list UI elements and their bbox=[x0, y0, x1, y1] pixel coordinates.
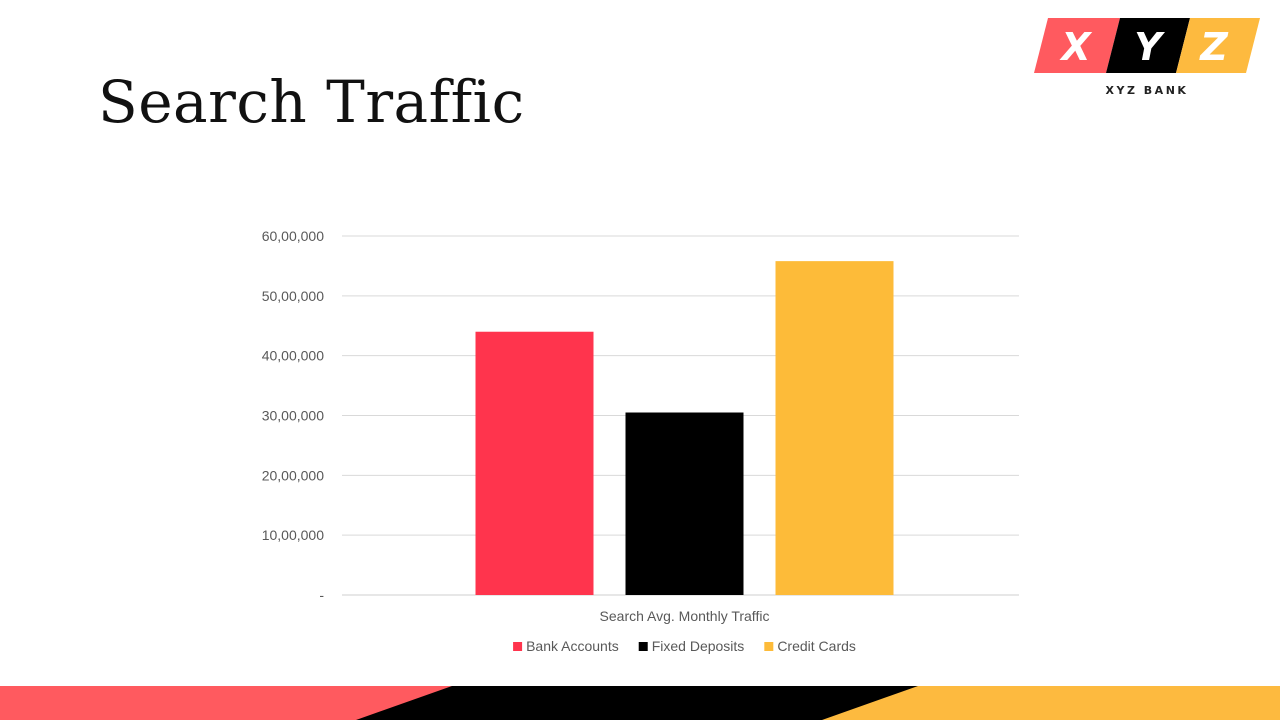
slide-title: Search Traffic bbox=[98, 68, 525, 136]
bar-credit-cards bbox=[775, 261, 894, 595]
footer-stripe-graphic bbox=[0, 686, 1280, 720]
legend-swatch bbox=[513, 642, 523, 651]
logo-panel bbox=[1106, 18, 1190, 73]
bar-bank-accounts bbox=[475, 331, 594, 595]
y-tick-label: - bbox=[319, 587, 324, 603]
logo-panel bbox=[1034, 18, 1120, 73]
bar-chart-svg: - 10,00,000 20,00,000 30,00,000 40,00,000 50,… bbox=[262, 228, 1019, 654]
y-tick-label: 20,00,000 bbox=[262, 467, 324, 483]
y-tick-label: 40,00,000 bbox=[262, 348, 324, 364]
y-tick-label: 30,00,000 bbox=[262, 408, 324, 424]
bar-fixed-deposits bbox=[625, 412, 744, 595]
bar-chart: - 10,00,000 20,00,000 30,00,000 40,00,000 50,… bbox=[240, 220, 1040, 665]
x-category-label: Search Avg. Monthly Traffic bbox=[600, 608, 770, 624]
chart-legend: Bank Accounts Fixed Deposits Credit Cards bbox=[513, 638, 856, 654]
legend-item: Bank Accounts bbox=[513, 638, 619, 654]
logo-letter: Z bbox=[1199, 25, 1229, 69]
y-tick-label: 50,00,000 bbox=[262, 288, 324, 304]
y-tick-label: 10,00,000 bbox=[262, 527, 324, 543]
logo-panel bbox=[1176, 18, 1260, 73]
footer-red-band bbox=[0, 686, 452, 720]
logo-caption: XYZ BANK bbox=[1105, 84, 1189, 97]
legend-item: Fixed Deposits bbox=[638, 638, 745, 654]
legend-label: Fixed Deposits bbox=[652, 638, 745, 654]
logo-letter: X bbox=[1059, 25, 1092, 69]
legend-swatch bbox=[638, 642, 648, 651]
legend-label: Bank Accounts bbox=[526, 638, 619, 654]
legend-item: Credit Cards bbox=[764, 638, 856, 654]
logo-letter: Y bbox=[1134, 25, 1165, 69]
legend-label: Credit Cards bbox=[777, 638, 856, 654]
footer-stripe bbox=[0, 686, 1280, 720]
y-tick-label: 60,00,000 bbox=[262, 228, 324, 244]
legend-swatch bbox=[764, 642, 774, 651]
